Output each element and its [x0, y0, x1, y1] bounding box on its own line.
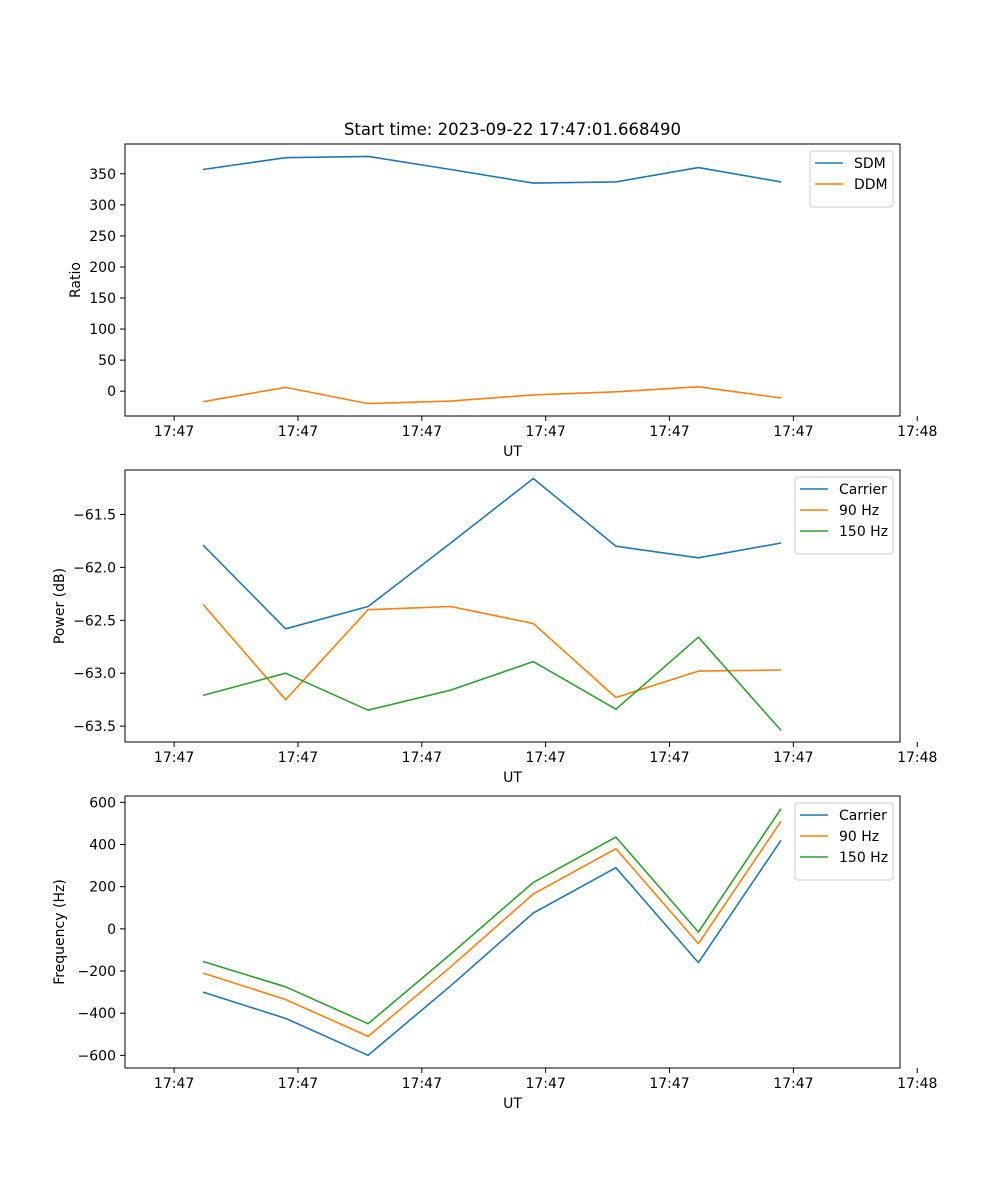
series-line-90-hz — [202, 820, 782, 1038]
axes-frame — [124, 469, 901, 743]
legend-label: Carrier — [839, 482, 887, 498]
series-line-ddm — [202, 385, 782, 405]
x-tick-label: 17:47 — [278, 1076, 318, 1092]
y-tick-label: −62.0 — [73, 560, 116, 576]
legend: SDM DDM — [809, 150, 894, 208]
series-line-carrier — [202, 477, 782, 630]
x-tick-label: 17:47 — [154, 1076, 194, 1092]
y-tick-label: −200 — [78, 964, 116, 980]
x-tick-label: 17:47 — [773, 424, 813, 440]
legend: Carrier 90 Hz 150 Hz — [794, 476, 894, 555]
chart-panel-3: 17:47 17:47 17:47 17:47 17:47 17:47 17:48 −600 −… — [52, 795, 937, 1112]
series-line-150-hz — [202, 636, 782, 731]
series-line-90-hz — [202, 603, 782, 701]
y-tick-label: 50 — [98, 353, 116, 369]
chart-panel-1: 17:47 17:47 17:47 17:47 17:47 17:47 17:48 0 50 10… — [68, 143, 937, 460]
y-tick-label: 200 — [89, 260, 116, 276]
legend-label: SDM — [854, 156, 886, 172]
y-tick-label: 150 — [89, 291, 116, 307]
y-tick-label: 400 — [89, 837, 116, 853]
x-tick-label: 17:47 — [525, 1076, 565, 1092]
axes-frame — [124, 143, 901, 417]
y-tick-label: 300 — [89, 198, 116, 214]
y-tick-label: −600 — [78, 1048, 116, 1064]
y-tick-label: −62.5 — [73, 613, 116, 629]
legend-label: 150 Hz — [839, 524, 888, 540]
y-tick-label: 0 — [107, 922, 116, 938]
y-tick-label: −63.5 — [73, 719, 116, 735]
legend: Carrier 90 Hz 150 Hz — [794, 802, 894, 881]
y-tick-label: 600 — [89, 795, 116, 811]
x-tick-label: 17:47 — [773, 1076, 813, 1092]
y-tick-label: −63.0 — [73, 666, 116, 682]
x-tick-label: 17:47 — [773, 750, 813, 766]
x-axis-label: UT — [503, 1096, 522, 1112]
y-tick-label: −400 — [78, 1006, 116, 1022]
legend-label: 150 Hz — [839, 850, 888, 866]
x-tick-label: 17:47 — [649, 1076, 689, 1092]
figure-title: Start time: 2023-09-22 17:47:01.668490 — [344, 120, 681, 139]
y-tick-label: 0 — [107, 384, 116, 400]
x-tick-label: 17:47 — [402, 424, 442, 440]
x-tick-label: 17:47 — [402, 750, 442, 766]
legend-label: Carrier — [839, 808, 887, 824]
x-tick-label: 17:47 — [278, 750, 318, 766]
x-tick-label: 17:47 — [525, 750, 565, 766]
series-line-150-hz — [202, 808, 782, 1025]
x-tick-label: 17:47 — [649, 750, 689, 766]
legend-label: 90 Hz — [839, 829, 879, 845]
x-tick-label: 17:48 — [897, 424, 937, 440]
series-line-carrier — [202, 839, 782, 1057]
axes-frame — [124, 795, 901, 1069]
x-tick-label: 17:48 — [897, 1076, 937, 1092]
x-axis-label: UT — [503, 444, 522, 460]
x-tick-label: 17:48 — [897, 750, 937, 766]
chart-panel-2: 17:47 17:47 17:47 17:47 17:47 17:47 17:48 −63.5… — [52, 469, 937, 786]
y-tick-label: 350 — [89, 167, 116, 183]
y-axis-label: Ratio — [68, 262, 84, 298]
legend-box — [794, 476, 894, 555]
y-tick-label: 100 — [89, 322, 116, 338]
legend-box — [794, 802, 894, 881]
y-tick-label: 250 — [89, 229, 116, 245]
series-line-sdm — [202, 155, 782, 184]
x-tick-label: 17:47 — [649, 424, 689, 440]
y-tick-label: −61.5 — [73, 507, 116, 523]
x-axis-label: UT — [503, 770, 522, 786]
legend-label: 90 Hz — [839, 503, 879, 519]
x-tick-label: 17:47 — [525, 424, 565, 440]
x-tick-label: 17:47 — [154, 750, 194, 766]
y-axis-label: Power (dB) — [52, 568, 68, 644]
x-tick-label: 17:47 — [402, 1076, 442, 1092]
y-tick-label: 200 — [89, 880, 116, 896]
x-tick-label: 17:47 — [154, 424, 194, 440]
legend-label: DDM — [854, 177, 888, 193]
x-tick-label: 17:47 — [278, 424, 318, 440]
y-axis-label: Frequency (Hz) — [52, 879, 68, 985]
legend-box — [809, 150, 894, 208]
